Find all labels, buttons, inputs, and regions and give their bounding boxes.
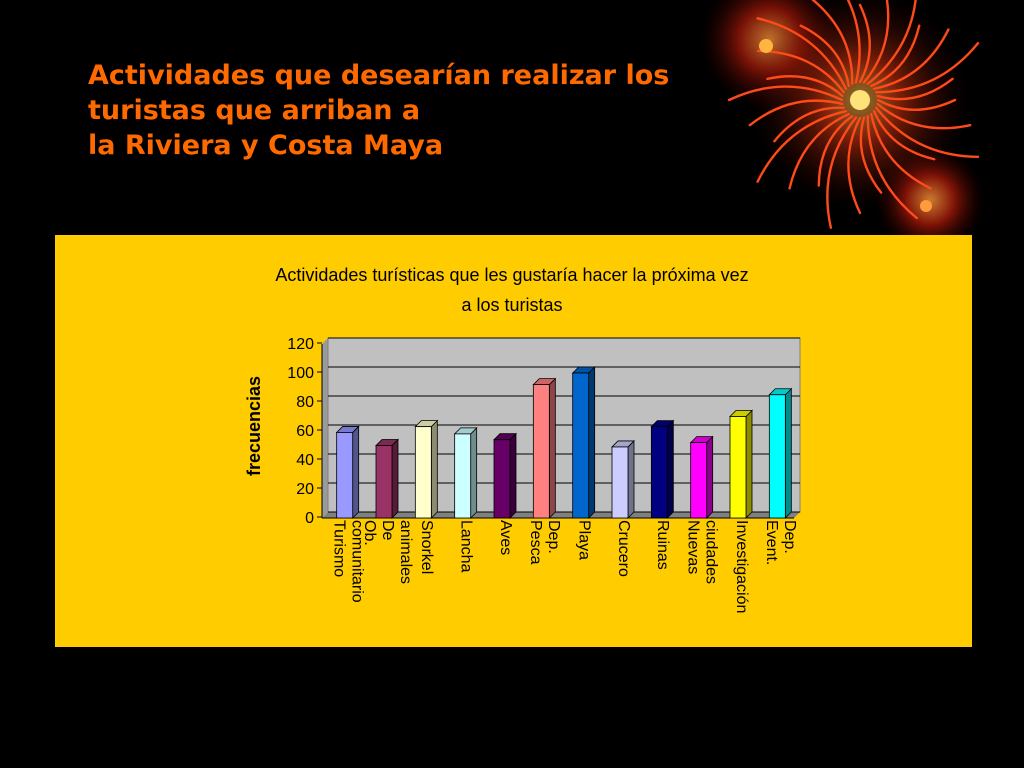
x-tick-label: Dep.	[781, 520, 798, 554]
x-tick-label: Ruinas	[654, 520, 671, 570]
bar	[375, 438, 399, 519]
bar	[611, 439, 635, 519]
bar	[729, 409, 753, 519]
decorative-firework-image	[700, 0, 985, 240]
bar	[650, 419, 675, 519]
x-tick-label: Aves	[497, 520, 514, 555]
x-tick-label: Dep.	[545, 520, 562, 554]
y-tick-label: 120	[287, 336, 314, 353]
x-tick-label: Lancha	[457, 520, 474, 573]
bar	[689, 435, 714, 519]
x-tick-label: Nuevas	[684, 520, 701, 574]
slide-title: Actividades que desearían realizar los t…	[88, 58, 728, 163]
bar	[768, 387, 793, 519]
y-tick-label: 40	[296, 452, 314, 469]
y-tick-label: 100	[287, 365, 314, 382]
slide-title-line-3: la Riviera y Costa Maya	[88, 130, 444, 161]
x-tick-label: Pesca	[527, 520, 544, 565]
x-tick-label: Investigación	[733, 520, 750, 613]
x-tick-label: De	[379, 520, 396, 541]
y-tick-label: 20	[296, 481, 314, 498]
x-tick-label: comunitario	[348, 520, 365, 603]
y-tick-label: 80	[296, 394, 314, 411]
x-tick-label: Snorkel	[418, 520, 435, 574]
x-tick-label: Turismo	[330, 520, 347, 577]
x-tick-label: ciudades	[702, 520, 719, 584]
x-tick-label: Ob.	[361, 520, 378, 546]
bar	[335, 425, 360, 519]
bar	[414, 419, 439, 519]
bar	[532, 377, 557, 519]
x-tick-label: animales	[397, 520, 414, 584]
slide-title-line-1: Actividades que desearían realizar los	[88, 60, 670, 91]
x-tick-label: Playa	[575, 520, 592, 560]
bar	[453, 426, 478, 519]
slide-title-line-2: turistas que arriban a	[88, 95, 421, 126]
x-tick-label: Crucero	[615, 520, 632, 577]
bar	[571, 366, 596, 519]
bar	[493, 432, 517, 519]
y-tick-label: 0	[305, 510, 314, 527]
y-axis-label: frecuencias	[244, 376, 264, 476]
y-tick-label: 60	[296, 423, 314, 440]
x-tick-label: Event.	[763, 520, 780, 565]
